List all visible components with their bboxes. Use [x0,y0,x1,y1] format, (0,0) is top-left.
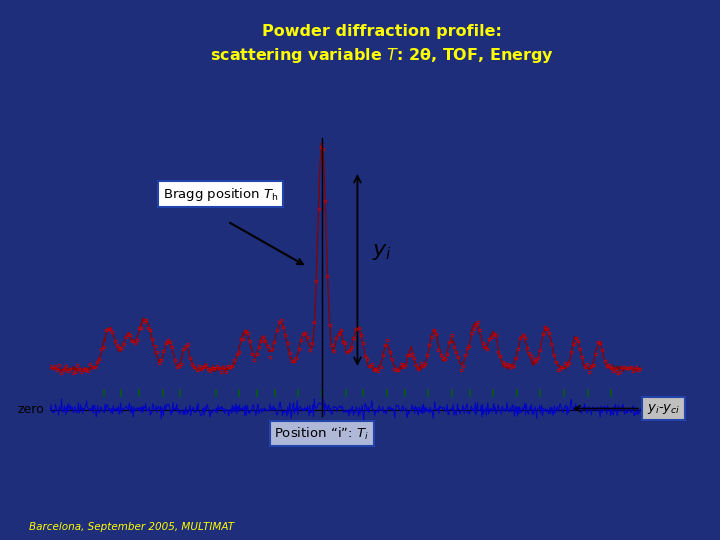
Text: zero: zero [18,403,45,416]
Text: Powder diffraction profile:
scattering variable $T$: 2θ, TOF, Energy: Powder diffraction profile: scattering v… [210,24,554,65]
Text: $y_i$: $y_i$ [372,242,392,262]
Text: Barcelona, September 2005, MULTIMAT: Barcelona, September 2005, MULTIMAT [29,522,234,532]
Text: Bragg position $T_\mathrm{h}$: Bragg position $T_\mathrm{h}$ [163,186,278,202]
Text: $y_i$-$y_{ci}$: $y_i$-$y_{ci}$ [647,402,680,415]
Text: Position “i”: $T_i$: Position “i”: $T_i$ [274,426,369,442]
